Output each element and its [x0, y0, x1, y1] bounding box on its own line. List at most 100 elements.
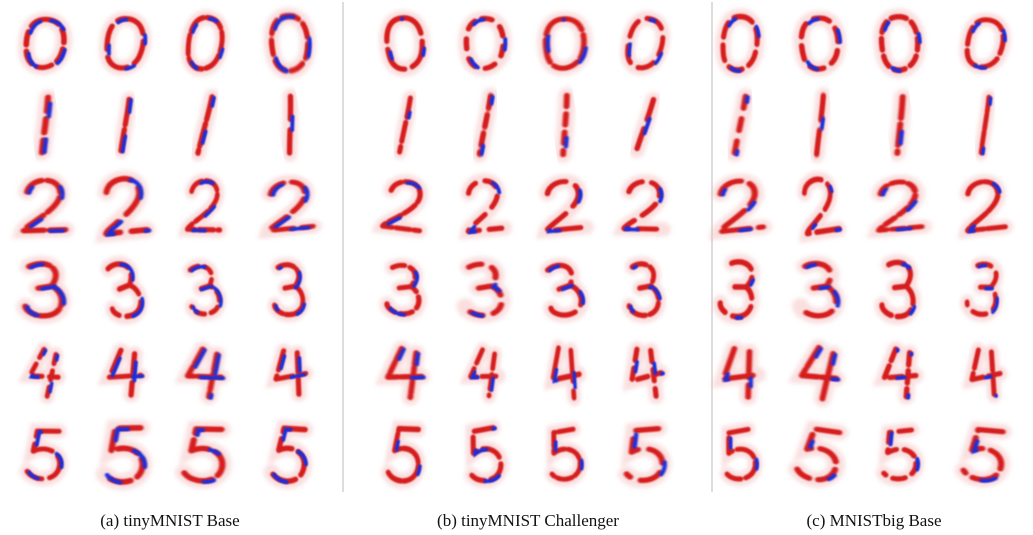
stroke-red	[798, 15, 841, 72]
stroke-red	[875, 179, 926, 233]
stroke-red	[27, 346, 61, 399]
digit-heatmap	[18, 11, 73, 75]
stroke-red	[104, 16, 147, 71]
stroke-blue	[289, 94, 295, 157]
digit-heatmap	[381, 420, 426, 489]
digit-heatmap	[267, 257, 310, 323]
digit-heatmap	[539, 257, 589, 323]
stroke-red	[20, 177, 69, 234]
digit-heatmap	[379, 258, 427, 321]
digit-heatmap	[708, 173, 773, 241]
stroke-blue	[467, 179, 509, 235]
digit-heatmap	[19, 423, 68, 487]
digit-heatmap	[622, 341, 669, 405]
stroke-red	[23, 16, 67, 70]
stroke-red	[38, 94, 52, 156]
stroke-red	[468, 347, 502, 399]
stroke-blue	[22, 179, 70, 234]
stroke-blue	[722, 347, 762, 400]
digit-heatmap	[174, 341, 230, 405]
stroke-blue	[881, 261, 917, 320]
stroke-blue	[465, 263, 507, 319]
digit-heatmap	[536, 174, 594, 240]
stroke-red	[629, 346, 664, 399]
stroke-blue	[981, 96, 993, 156]
stroke-red	[465, 178, 508, 234]
digit-heatmap	[99, 11, 152, 76]
digit-heatmap	[715, 8, 765, 79]
stroke-red	[731, 93, 749, 157]
digit-heatmap	[97, 342, 149, 403]
stroke-blue	[108, 349, 145, 398]
digit-heatmap	[190, 88, 220, 162]
heatmap-grids	[11, 7, 1014, 491]
digit-heatmap	[875, 422, 924, 487]
stroke-blue	[804, 178, 843, 237]
digit-heatmap	[620, 11, 670, 76]
digit-heatmap	[18, 341, 66, 404]
digit-heatmap	[797, 171, 847, 244]
stroke-blue	[25, 262, 67, 319]
stroke-blue	[546, 180, 590, 234]
stroke-red	[463, 16, 507, 72]
stroke-blue	[734, 95, 750, 157]
stroke-red	[268, 13, 311, 74]
stroke-blue	[884, 428, 921, 482]
stroke-red	[717, 259, 755, 320]
stroke-red	[621, 179, 666, 232]
digit-heatmap	[726, 88, 754, 162]
stroke-blue	[727, 428, 759, 482]
digit-heatmap	[960, 256, 1003, 322]
stroke-blue	[386, 347, 426, 401]
stroke-blue	[381, 181, 424, 234]
stroke-blue	[471, 426, 505, 484]
digit-heatmap	[11, 172, 75, 239]
stroke-blue	[723, 15, 761, 73]
stroke-red	[813, 92, 827, 158]
digit-heatmap	[458, 11, 512, 76]
stroke-blue	[801, 16, 843, 72]
digit-heatmap	[974, 89, 996, 161]
stroke-red	[195, 94, 215, 156]
stroke-red	[384, 15, 425, 72]
stroke-red	[397, 95, 413, 155]
stroke-blue	[28, 348, 62, 400]
stroke-red	[798, 344, 840, 402]
digit-heatmap	[113, 91, 137, 159]
stroke-blue	[386, 264, 423, 317]
digit-heatmap	[456, 256, 511, 323]
caption: (c) MNISTbig Base	[806, 511, 941, 530]
digit-heatmap	[458, 173, 513, 240]
stroke-blue	[629, 263, 663, 319]
digit-heatmap	[257, 174, 322, 239]
digit-heatmap	[793, 10, 846, 77]
digit-heatmap	[32, 89, 58, 161]
stroke-blue	[623, 180, 667, 233]
digit-heatmap	[957, 174, 1014, 240]
stroke-red	[476, 93, 494, 157]
stroke-blue	[105, 177, 152, 237]
digit-heatmap	[617, 420, 672, 489]
stroke-blue	[800, 262, 841, 319]
digit-heatmap	[464, 419, 509, 489]
stroke-blue	[120, 98, 134, 154]
stroke-blue	[479, 94, 495, 158]
digit-heatmap	[621, 256, 666, 324]
digit-heatmap	[888, 88, 912, 162]
stroke-red	[623, 426, 666, 483]
stroke-blue	[42, 95, 53, 156]
digit-heatmap	[95, 419, 152, 491]
digit-heatmap	[265, 343, 314, 402]
stroke-blue	[816, 94, 828, 158]
stroke-blue	[963, 428, 1008, 483]
digit-heatmap	[954, 421, 1012, 488]
digit-heatmap	[712, 253, 760, 325]
stroke-red	[633, 96, 657, 154]
digit-heatmap	[719, 422, 763, 487]
stroke-blue	[971, 348, 1004, 398]
stroke-blue	[469, 348, 503, 399]
digit-heatmap	[537, 11, 593, 76]
stroke-blue	[186, 179, 224, 233]
